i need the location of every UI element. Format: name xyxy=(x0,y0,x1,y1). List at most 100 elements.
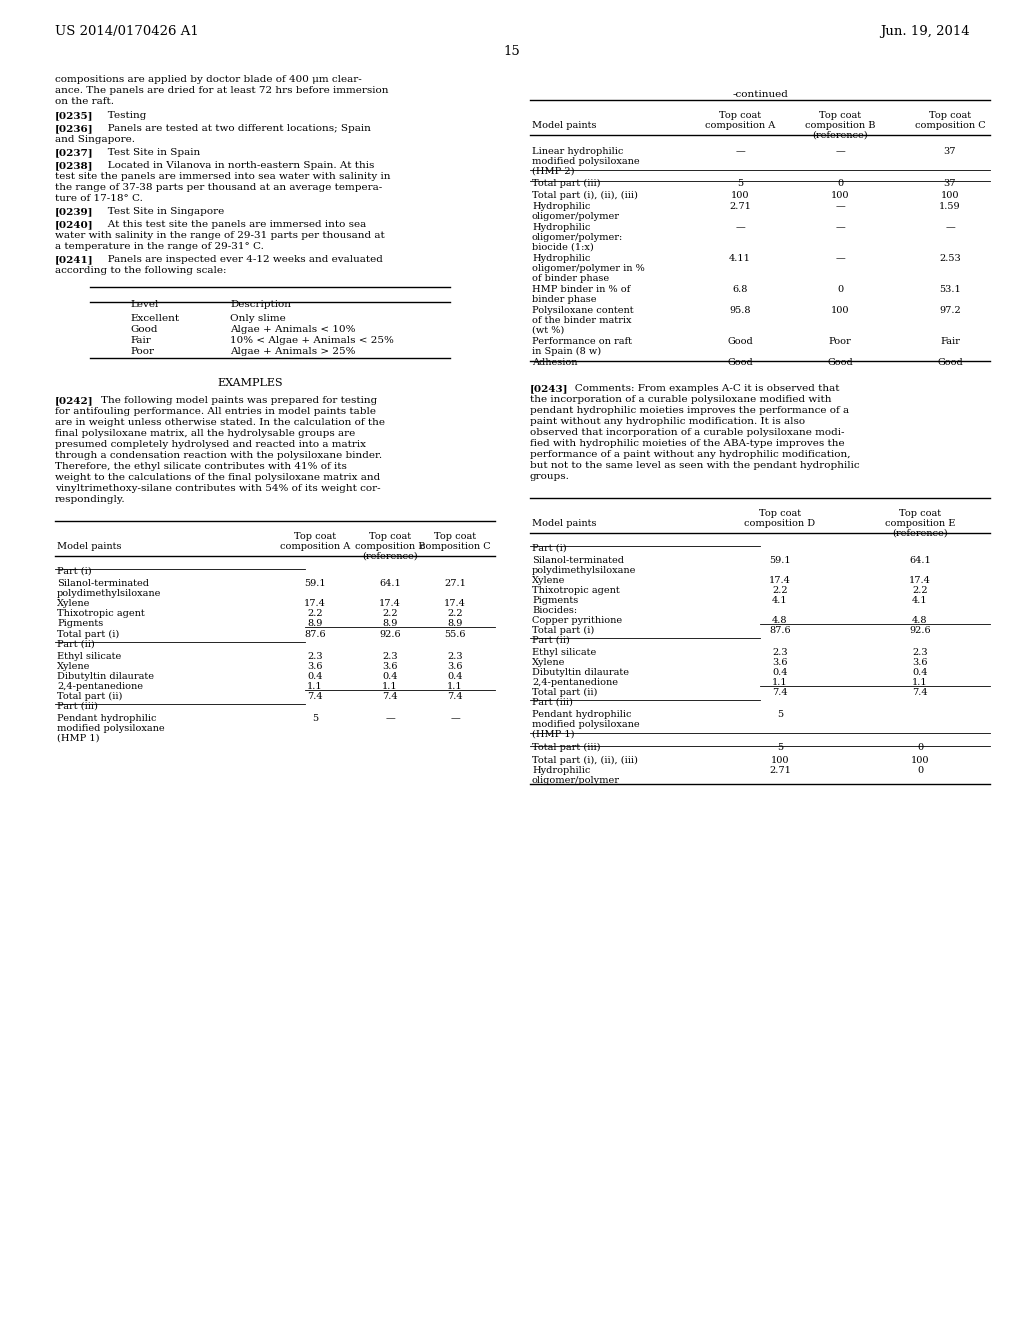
Text: (reference): (reference) xyxy=(892,529,948,539)
Text: 2.3: 2.3 xyxy=(447,652,463,661)
Text: ture of 17-18° C.: ture of 17-18° C. xyxy=(55,194,143,203)
Text: Dibutyltin dilaurate: Dibutyltin dilaurate xyxy=(57,672,154,681)
Text: Excellent: Excellent xyxy=(130,314,179,323)
Text: 4.11: 4.11 xyxy=(729,253,751,263)
Text: 92.6: 92.6 xyxy=(909,626,931,635)
Text: composition E: composition E xyxy=(885,519,955,528)
Text: 2.3: 2.3 xyxy=(912,648,928,657)
Text: composition C: composition C xyxy=(914,121,985,129)
Text: 7.4: 7.4 xyxy=(912,688,928,697)
Text: 17.4: 17.4 xyxy=(444,599,466,609)
Text: of binder phase: of binder phase xyxy=(532,275,609,282)
Text: (wt %): (wt %) xyxy=(532,326,564,335)
Text: [0243]: [0243] xyxy=(530,384,568,393)
Text: Pendant hydrophilic: Pendant hydrophilic xyxy=(57,714,157,723)
Text: 92.6: 92.6 xyxy=(379,630,400,639)
Text: oligomer/polymer: oligomer/polymer xyxy=(532,213,620,220)
Text: (HMP 2): (HMP 2) xyxy=(532,168,574,176)
Text: ance. The panels are dried for at least 72 hrs before immersion: ance. The panels are dried for at least … xyxy=(55,86,388,95)
Text: 27.1: 27.1 xyxy=(444,579,466,587)
Text: —: — xyxy=(836,202,845,211)
Text: 97.2: 97.2 xyxy=(939,306,961,315)
Text: EXAMPLES: EXAMPLES xyxy=(217,378,283,388)
Text: Hydrophilic: Hydrophilic xyxy=(532,223,591,232)
Text: Good: Good xyxy=(727,337,753,346)
Text: (HMP 1): (HMP 1) xyxy=(532,730,574,739)
Text: 1.1: 1.1 xyxy=(912,678,928,686)
Text: 2.2: 2.2 xyxy=(912,586,928,595)
Text: 3.6: 3.6 xyxy=(772,657,787,667)
Text: 3.6: 3.6 xyxy=(382,663,397,671)
Text: Total part (i), (ii), (iii): Total part (i), (ii), (iii) xyxy=(532,756,638,766)
Text: 95.8: 95.8 xyxy=(729,306,751,315)
Text: water with salinity in the range of 29-31 parts per thousand at: water with salinity in the range of 29-3… xyxy=(55,231,385,240)
Text: 2.2: 2.2 xyxy=(772,586,787,595)
Text: 4.1: 4.1 xyxy=(772,597,787,605)
Text: 1.1: 1.1 xyxy=(772,678,787,686)
Text: Performance on raft: Performance on raft xyxy=(532,337,632,346)
Text: 100: 100 xyxy=(830,191,849,201)
Text: 2.2: 2.2 xyxy=(382,609,397,618)
Text: polydimethylsiloxane: polydimethylsiloxane xyxy=(532,566,636,576)
Text: (HMP 1): (HMP 1) xyxy=(57,734,99,743)
Text: final polysiloxane matrix, all the hydrolysable groups are: final polysiloxane matrix, all the hydro… xyxy=(55,429,355,438)
Text: Good: Good xyxy=(727,358,753,367)
Text: At this test site the panels are immersed into sea: At this test site the panels are immerse… xyxy=(98,220,367,228)
Text: 7.4: 7.4 xyxy=(307,692,323,701)
Text: Total part (ii): Total part (ii) xyxy=(532,688,597,697)
Text: 3.6: 3.6 xyxy=(447,663,463,671)
Text: Polysiloxane content: Polysiloxane content xyxy=(532,306,634,315)
Text: Panels are tested at two different locations; Spain: Panels are tested at two different locat… xyxy=(98,124,371,133)
Text: Algae + Animals < 10%: Algae + Animals < 10% xyxy=(230,325,355,334)
Text: fied with hydrophilic moieties of the ABA-type improves the: fied with hydrophilic moieties of the AB… xyxy=(530,440,845,447)
Text: Part (ii): Part (ii) xyxy=(532,636,569,645)
Text: Top coat: Top coat xyxy=(899,510,941,517)
Text: Model paints: Model paints xyxy=(532,519,597,528)
Text: US 2014/0170426 A1: US 2014/0170426 A1 xyxy=(55,25,199,38)
Text: Top coat: Top coat xyxy=(369,532,411,541)
Text: Hydrophilic: Hydrophilic xyxy=(532,202,591,211)
Text: 0.4: 0.4 xyxy=(912,668,928,677)
Text: Only slime: Only slime xyxy=(230,314,286,323)
Text: 0.4: 0.4 xyxy=(772,668,787,677)
Text: 2,4-pentanedione: 2,4-pentanedione xyxy=(57,682,143,690)
Text: 4.1: 4.1 xyxy=(912,597,928,605)
Text: modified polysiloxane: modified polysiloxane xyxy=(532,719,640,729)
Text: composition B: composition B xyxy=(805,121,876,129)
Text: 7.4: 7.4 xyxy=(772,688,787,697)
Text: HMP binder in % of: HMP binder in % of xyxy=(532,285,630,294)
Text: Test Site in Spain: Test Site in Spain xyxy=(98,148,201,157)
Text: Top coat: Top coat xyxy=(819,111,861,120)
Text: —: — xyxy=(735,223,744,232)
Text: 4.8: 4.8 xyxy=(772,616,787,624)
Text: the incorporation of a curable polysiloxane modified with: the incorporation of a curable polysilox… xyxy=(530,395,831,404)
Text: —: — xyxy=(836,147,845,156)
Text: are in weight unless otherwise stated. In the calculation of the: are in weight unless otherwise stated. I… xyxy=(55,418,385,426)
Text: biocide (1:x): biocide (1:x) xyxy=(532,243,594,252)
Text: Pigments: Pigments xyxy=(57,619,103,628)
Text: Part (ii): Part (ii) xyxy=(57,640,95,649)
Text: Silanol-terminated: Silanol-terminated xyxy=(532,556,624,565)
Text: composition A: composition A xyxy=(705,121,775,129)
Text: The following model paints was prepared for testing: The following model paints was prepared … xyxy=(88,396,377,405)
Text: 1.1: 1.1 xyxy=(382,682,397,690)
Text: respondingly.: respondingly. xyxy=(55,495,126,504)
Text: 2.3: 2.3 xyxy=(772,648,787,657)
Text: 0.4: 0.4 xyxy=(307,672,323,681)
Text: compositions are applied by doctor blade of 400 μm clear-: compositions are applied by doctor blade… xyxy=(55,75,361,84)
Text: 0.4: 0.4 xyxy=(447,672,463,681)
Text: Total part (i), (ii), (iii): Total part (i), (ii), (iii) xyxy=(532,191,638,201)
Text: Thixotropic agent: Thixotropic agent xyxy=(57,609,144,618)
Text: Silanol-terminated: Silanol-terminated xyxy=(57,579,150,587)
Text: 0: 0 xyxy=(837,180,843,187)
Text: 59.1: 59.1 xyxy=(304,579,326,587)
Text: 7.4: 7.4 xyxy=(447,692,463,701)
Text: pendant hydrophilic moieties improves the performance of a: pendant hydrophilic moieties improves th… xyxy=(530,407,849,414)
Text: oligomer/polymer:: oligomer/polymer: xyxy=(532,234,624,242)
Text: 59.1: 59.1 xyxy=(769,556,791,565)
Text: 2.3: 2.3 xyxy=(307,652,323,661)
Text: Located in Vilanova in north-eastern Spain. At this: Located in Vilanova in north-eastern Spa… xyxy=(98,161,375,170)
Text: Total part (iii): Total part (iii) xyxy=(532,743,600,752)
Text: 0.4: 0.4 xyxy=(382,672,397,681)
Text: Model paints: Model paints xyxy=(532,121,597,129)
